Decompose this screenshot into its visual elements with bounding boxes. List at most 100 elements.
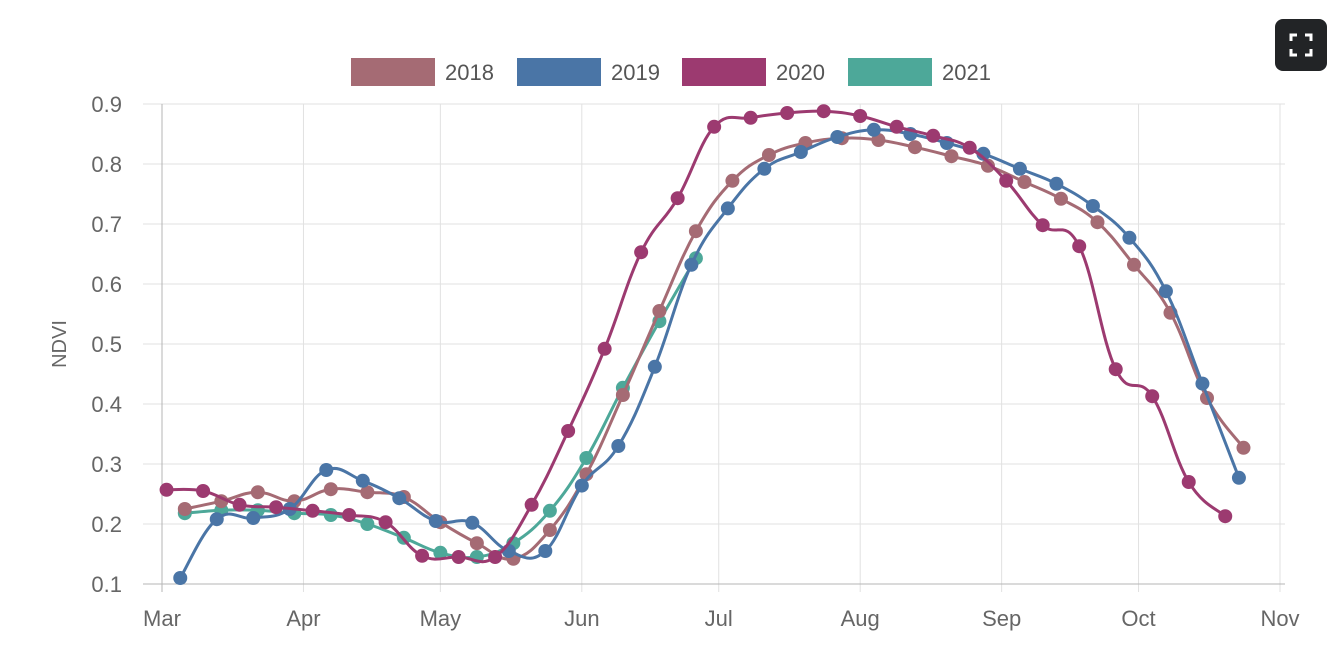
data-point-2018[interactable] [177, 502, 192, 516]
data-point-2020[interactable] [378, 515, 393, 530]
data-point-2019[interactable] [1012, 161, 1027, 176]
data-point-2019[interactable] [866, 122, 881, 137]
data-point-2020[interactable] [451, 550, 466, 564]
data-point-2019[interactable] [684, 257, 699, 272]
x-tick-label: Apr [286, 606, 320, 631]
data-point-2018[interactable] [980, 158, 995, 173]
data-point-2019[interactable] [392, 491, 407, 506]
data-point-2020[interactable] [232, 497, 247, 512]
data-point-2020[interactable] [1108, 362, 1123, 377]
data-point-2019[interactable] [793, 145, 808, 159]
x-tick-label: Jun [564, 606, 599, 631]
data-point-2020[interactable] [670, 191, 685, 206]
data-point-2021[interactable] [542, 503, 557, 518]
grid-lines [143, 103, 1285, 592]
data-point-2020[interactable] [561, 424, 576, 438]
data-point-2020[interactable] [853, 109, 868, 123]
data-point-2018[interactable] [615, 388, 630, 402]
legend-item-2020[interactable]: 2020 [682, 58, 825, 86]
data-point-2020[interactable] [488, 550, 503, 564]
data-point-2018[interactable] [542, 523, 557, 537]
legend-label: 2019 [611, 60, 660, 85]
data-point-2020[interactable] [196, 484, 211, 498]
data-point-2019[interactable] [173, 571, 188, 585]
data-point-2020[interactable] [926, 128, 941, 143]
data-point-2020[interactable] [634, 245, 649, 260]
data-point-2018[interactable] [323, 482, 338, 497]
data-point-2018[interactable] [652, 304, 667, 318]
data-point-2020[interactable] [269, 500, 284, 515]
data-point-2020[interactable] [1072, 239, 1087, 254]
data-point-2020[interactable] [159, 482, 174, 497]
data-point-2020[interactable] [1218, 509, 1233, 524]
data-point-2019[interactable] [538, 544, 553, 558]
data-point-2020[interactable] [597, 341, 612, 356]
data-point-2018[interactable] [688, 224, 703, 239]
data-point-2019[interactable] [355, 473, 370, 488]
data-point-2019[interactable] [647, 359, 662, 374]
data-point-2019[interactable] [428, 514, 443, 528]
data-point-2019[interactable] [1049, 176, 1064, 191]
data-point-2020[interactable] [415, 548, 430, 563]
data-point-2020[interactable] [743, 110, 758, 125]
legend[interactable]: 2018 2019 2020 2021 [351, 58, 991, 86]
series-2020 [159, 104, 1233, 564]
data-point-2019[interactable] [1085, 199, 1100, 213]
data-point-2020[interactable] [1181, 475, 1196, 489]
data-point-2020[interactable] [780, 106, 795, 120]
data-point-2018[interactable] [360, 485, 375, 500]
data-point-2019[interactable] [720, 201, 735, 216]
x-tick-label: Sep [982, 606, 1021, 631]
data-point-2020[interactable] [1035, 218, 1050, 233]
legend-swatch [848, 58, 932, 86]
data-point-2018[interactable] [469, 536, 484, 551]
data-point-2020[interactable] [305, 503, 320, 518]
data-point-2020[interactable] [816, 104, 831, 119]
data-point-2018[interactable] [1126, 257, 1141, 272]
legend-label: 2020 [776, 60, 825, 85]
data-point-2019[interactable] [246, 511, 261, 525]
data-point-2018[interactable] [725, 173, 740, 188]
data-point-2019[interactable] [1122, 230, 1137, 245]
x-tick-label: Jul [705, 606, 733, 631]
data-point-2021[interactable] [323, 508, 338, 522]
legend-item-2018[interactable]: 2018 [351, 58, 494, 86]
data-point-2020[interactable] [962, 140, 977, 155]
data-point-2018[interactable] [1236, 440, 1251, 455]
data-point-2019[interactable] [976, 146, 991, 161]
data-point-2018[interactable] [1017, 175, 1032, 189]
data-point-2018[interactable] [907, 140, 922, 155]
data-point-2018[interactable] [944, 149, 959, 164]
data-point-2019[interactable] [611, 439, 626, 453]
data-point-2020[interactable] [707, 119, 722, 134]
data-point-2019[interactable] [757, 161, 772, 176]
data-point-2019[interactable] [1195, 376, 1210, 391]
data-point-2019[interactable] [209, 512, 224, 527]
data-point-2020[interactable] [1145, 389, 1160, 404]
data-point-2020[interactable] [524, 497, 539, 512]
legend-item-2021[interactable]: 2021 [848, 58, 991, 86]
data-point-2019[interactable] [574, 478, 589, 493]
data-point-2018[interactable] [761, 148, 776, 162]
series-2018 [177, 131, 1251, 566]
data-point-2018[interactable] [1090, 215, 1105, 230]
data-point-2019[interactable] [465, 515, 480, 530]
fullscreen-button[interactable] [1275, 19, 1327, 71]
data-point-2021[interactable] [433, 545, 448, 560]
axes: 0.1 0.2 0.3 0.4 0.5 0.6 0.7 0.8 0.9 Mar Apr May Jun J… [91, 92, 1299, 631]
data-point-2020[interactable] [342, 508, 357, 522]
data-point-2018[interactable] [250, 485, 265, 500]
data-point-2020[interactable] [999, 173, 1014, 188]
data-point-2021[interactable] [360, 517, 375, 531]
data-point-2021[interactable] [579, 451, 594, 465]
legend-item-2019[interactable]: 2019 [517, 58, 660, 86]
data-point-2019[interactable] [1158, 284, 1173, 299]
data-point-2019[interactable] [830, 130, 845, 144]
data-point-2020[interactable] [889, 119, 904, 134]
legend-swatch [351, 58, 435, 86]
y-tick-label: 0.7 [91, 212, 122, 237]
x-tick-label: Nov [1260, 606, 1299, 631]
data-point-2019[interactable] [1231, 470, 1246, 485]
data-point-2019[interactable] [319, 463, 334, 477]
data-point-2018[interactable] [1053, 191, 1068, 206]
